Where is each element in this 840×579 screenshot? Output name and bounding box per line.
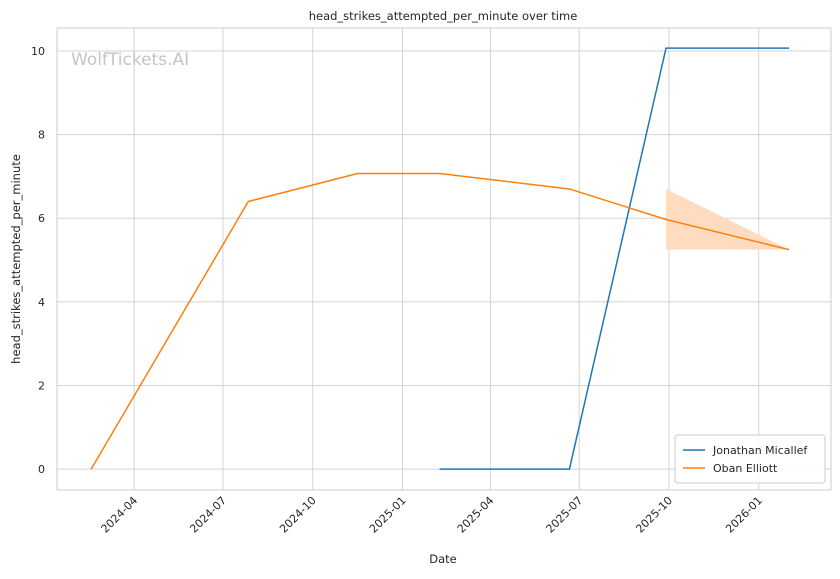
grid-lines bbox=[57, 28, 831, 490]
y-axis-label: head_strikes_attempted_per_minute bbox=[9, 154, 23, 364]
plot-frame bbox=[56, 27, 832, 491]
y-tick-label: 8 bbox=[38, 129, 45, 142]
y-tick-label: 6 bbox=[38, 212, 45, 225]
y-tick-label: 0 bbox=[38, 463, 45, 476]
chart-title: head_strikes_attempted_per_minute over t… bbox=[309, 9, 578, 23]
series-line bbox=[90, 172, 790, 470]
series-lines bbox=[90, 47, 790, 470]
legend: Jonathan Micallef Oban Elliott bbox=[674, 434, 826, 484]
series-line bbox=[439, 47, 790, 470]
x-axis-label: Date bbox=[429, 552, 457, 566]
y-tick-label: 2 bbox=[38, 379, 45, 392]
legend-label: Oban Elliott bbox=[713, 462, 778, 475]
y-tick-label: 10 bbox=[31, 45, 45, 58]
y-tick-label: 4 bbox=[38, 296, 45, 309]
confidence-band bbox=[666, 188, 790, 250]
y-axis-ticks: 0 2 4 6 8 10 bbox=[31, 45, 45, 476]
legend-box bbox=[674, 434, 826, 484]
watermark-text: WolfTickets.AI bbox=[71, 50, 189, 70]
confidence-bands bbox=[666, 188, 790, 250]
legend-label: Jonathan Micallef bbox=[712, 444, 808, 457]
